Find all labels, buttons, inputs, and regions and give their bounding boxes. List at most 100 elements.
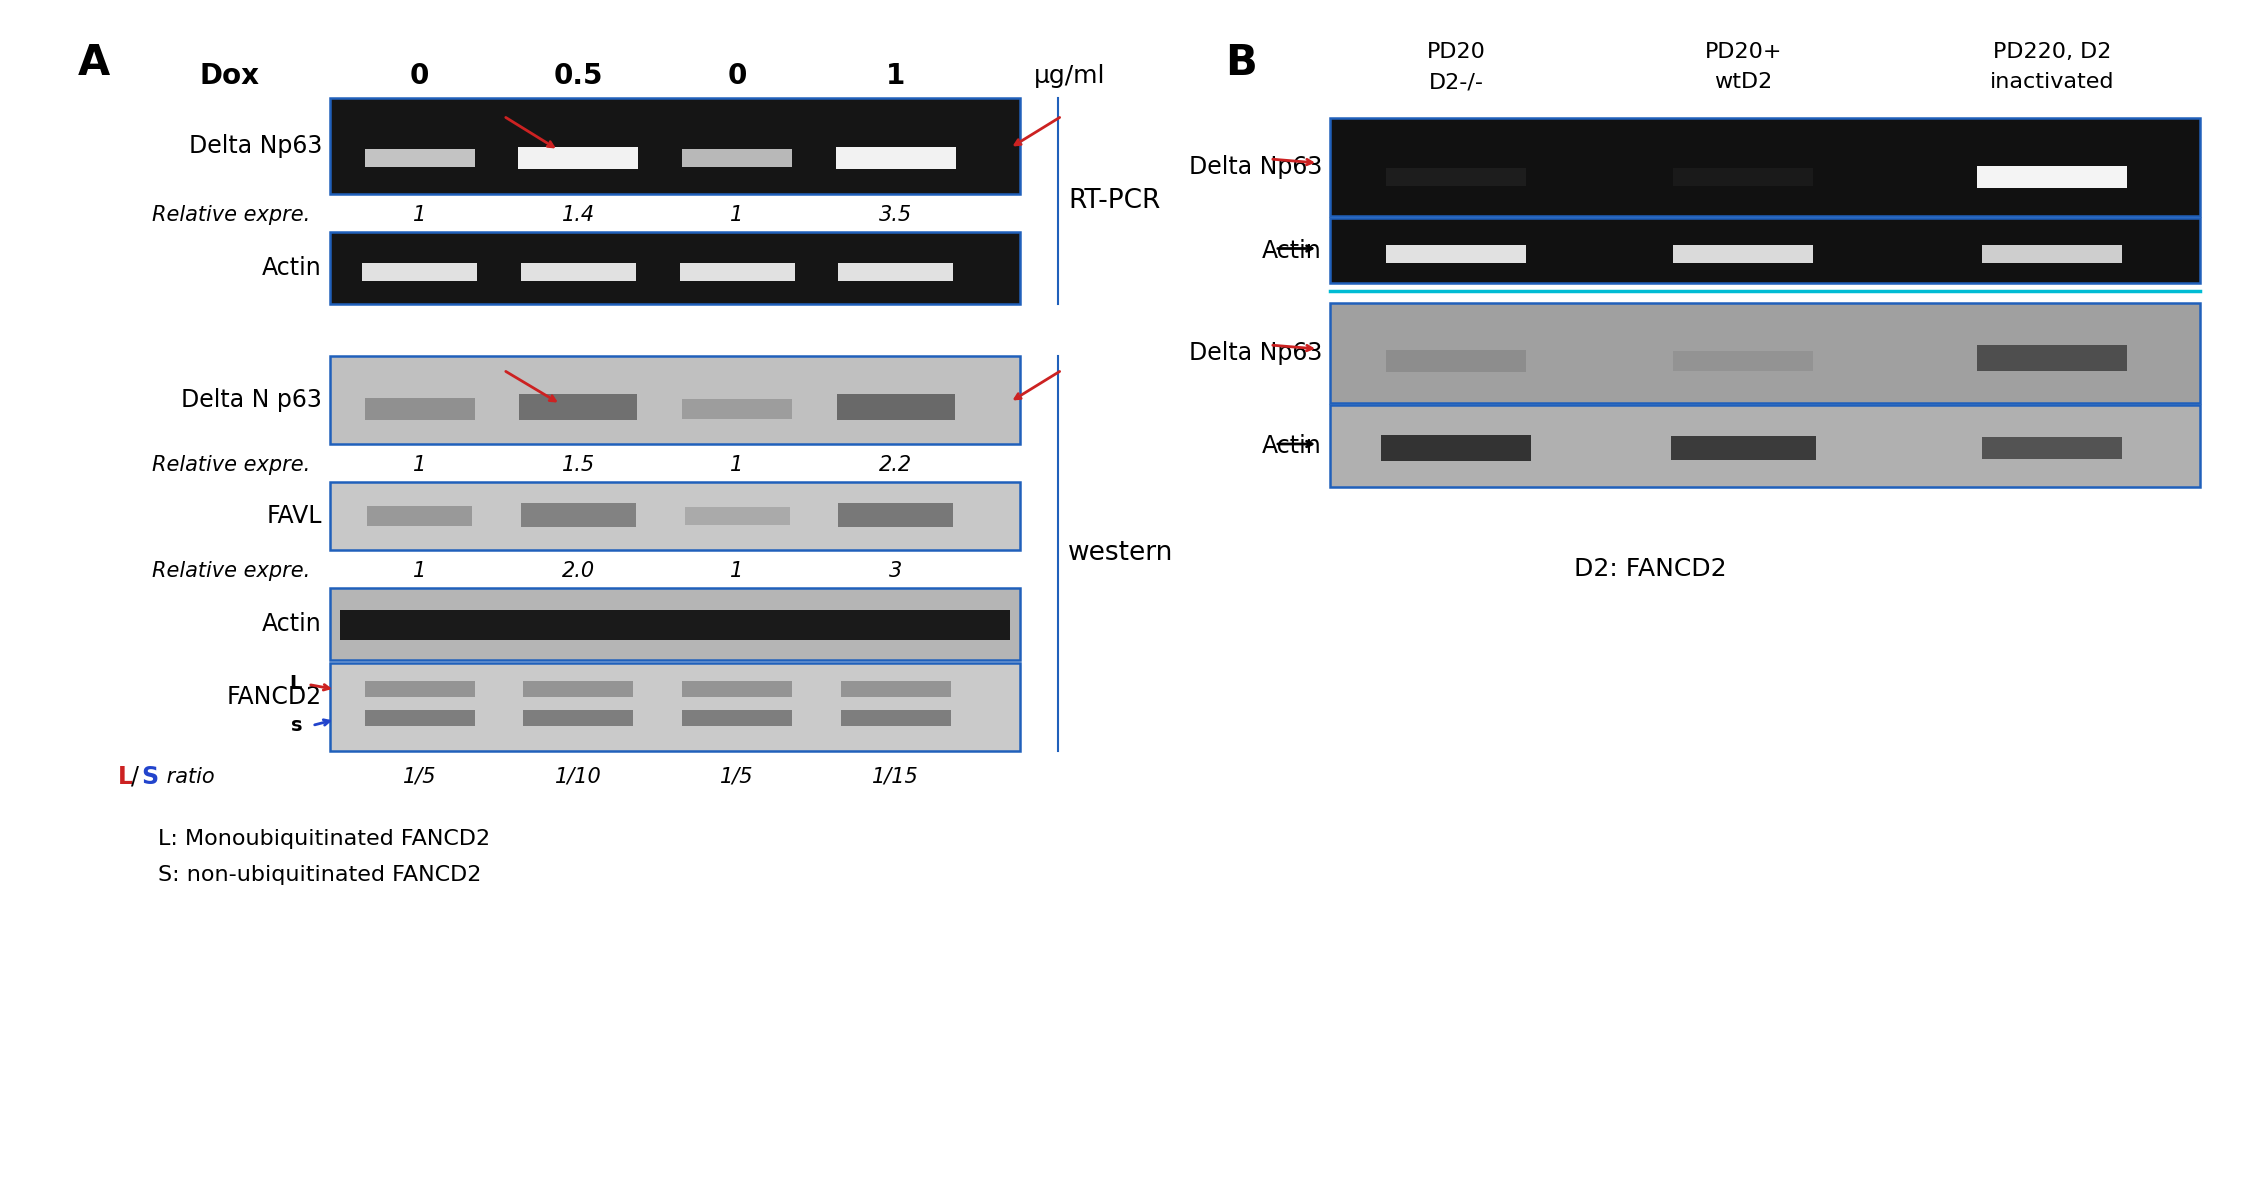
Text: μg/ml: μg/ml — [1034, 64, 1106, 88]
Bar — [683, 682, 792, 697]
Text: 2.0: 2.0 — [561, 561, 595, 581]
Bar — [683, 148, 792, 166]
Text: B: B — [1226, 42, 1258, 84]
Text: 1/10: 1/10 — [554, 767, 602, 786]
Text: Relative expre.: Relative expre. — [152, 561, 310, 581]
Bar — [1977, 345, 2126, 371]
Text: Actin: Actin — [1262, 434, 1321, 459]
Text: PD220, D2: PD220, D2 — [1993, 42, 2110, 62]
Bar — [330, 588, 1020, 661]
Text: L: L — [118, 765, 133, 789]
Text: 1/15: 1/15 — [873, 767, 918, 786]
Bar — [1982, 437, 2122, 459]
Bar — [330, 482, 1020, 550]
Text: L: L — [290, 674, 303, 693]
Text: 1: 1 — [731, 561, 744, 581]
Bar — [520, 394, 638, 421]
Bar — [330, 232, 1020, 304]
Bar — [1977, 166, 2126, 188]
Text: 1: 1 — [414, 455, 425, 475]
Text: 1: 1 — [887, 62, 905, 90]
Bar — [330, 663, 1020, 751]
Bar — [839, 263, 952, 280]
Bar — [362, 263, 477, 280]
Text: Actin: Actin — [262, 612, 321, 636]
Text: D2: FANCD2: D2: FANCD2 — [1574, 557, 1726, 581]
Text: RT-PCR: RT-PCR — [1068, 188, 1160, 214]
Bar — [683, 709, 792, 726]
Bar — [366, 506, 473, 526]
Bar — [1672, 436, 1816, 460]
Text: 0: 0 — [728, 62, 746, 90]
Bar — [520, 503, 636, 526]
Text: inactivated: inactivated — [1991, 72, 2115, 91]
Bar — [330, 97, 1020, 194]
Bar — [1387, 350, 1527, 372]
Text: FAVL: FAVL — [267, 504, 321, 527]
Bar — [841, 682, 950, 697]
Bar — [1982, 245, 2122, 263]
Text: /: / — [131, 765, 138, 789]
Text: PD20: PD20 — [1427, 42, 1486, 62]
Text: Delta Np63: Delta Np63 — [188, 134, 321, 158]
Text: 3: 3 — [889, 561, 903, 581]
Bar — [839, 503, 952, 526]
Text: FANCD2: FANCD2 — [226, 685, 321, 709]
Text: Relative expre.: Relative expre. — [152, 455, 310, 475]
Bar — [1330, 303, 2201, 403]
Text: A: A — [77, 42, 111, 84]
Text: 1.5: 1.5 — [561, 455, 595, 475]
Bar — [1674, 245, 1814, 263]
Text: 1/5: 1/5 — [719, 767, 753, 786]
Bar — [1387, 245, 1527, 263]
Text: Delta Np63: Delta Np63 — [1188, 154, 1321, 179]
Bar — [1387, 168, 1527, 185]
Text: L: Monoubiquitinated FANCD2: L: Monoubiquitinated FANCD2 — [158, 829, 491, 849]
Text: 1: 1 — [731, 455, 744, 475]
Text: 1: 1 — [414, 561, 425, 581]
Bar — [1674, 168, 1814, 185]
Bar — [364, 398, 475, 419]
Bar — [837, 394, 955, 421]
Text: 1: 1 — [414, 206, 425, 225]
Text: Relative expre.: Relative expre. — [152, 206, 310, 225]
Text: western: western — [1068, 541, 1174, 567]
Text: 3.5: 3.5 — [880, 206, 912, 225]
Bar — [364, 682, 475, 697]
Text: Delta N p63: Delta N p63 — [181, 388, 321, 412]
Bar — [683, 399, 792, 419]
Text: Actin: Actin — [262, 255, 321, 280]
Bar — [523, 709, 633, 726]
Bar — [1674, 350, 1814, 371]
Bar — [520, 263, 636, 280]
Text: s: s — [290, 716, 303, 735]
Text: 0: 0 — [409, 62, 430, 90]
Text: Dox: Dox — [199, 62, 260, 90]
Bar — [1330, 219, 2201, 283]
Text: ratio: ratio — [161, 767, 215, 786]
Bar — [841, 709, 950, 726]
Bar — [835, 146, 957, 169]
Text: wtD2: wtD2 — [1715, 72, 1773, 91]
Text: PD20+: PD20+ — [1706, 42, 1782, 62]
Bar — [518, 146, 638, 169]
Text: Delta Np63: Delta Np63 — [1188, 341, 1321, 365]
Bar — [1330, 118, 2201, 216]
Bar — [364, 709, 475, 726]
Text: 0.5: 0.5 — [554, 62, 604, 90]
Text: S: S — [140, 765, 158, 789]
Bar — [364, 148, 475, 166]
Text: 1: 1 — [731, 206, 744, 225]
Text: 1.4: 1.4 — [561, 206, 595, 225]
Text: 1/5: 1/5 — [403, 767, 437, 786]
Bar — [339, 609, 1011, 639]
Text: 2.2: 2.2 — [880, 455, 912, 475]
Text: Actin: Actin — [1262, 239, 1321, 263]
Text: S: non-ubiquitinated FANCD2: S: non-ubiquitinated FANCD2 — [158, 865, 482, 885]
Bar — [1330, 405, 2201, 487]
Bar — [330, 356, 1020, 444]
Bar — [1382, 435, 1531, 461]
Text: D2-/-: D2-/- — [1430, 72, 1484, 91]
Bar — [523, 682, 633, 697]
Bar — [685, 507, 789, 525]
